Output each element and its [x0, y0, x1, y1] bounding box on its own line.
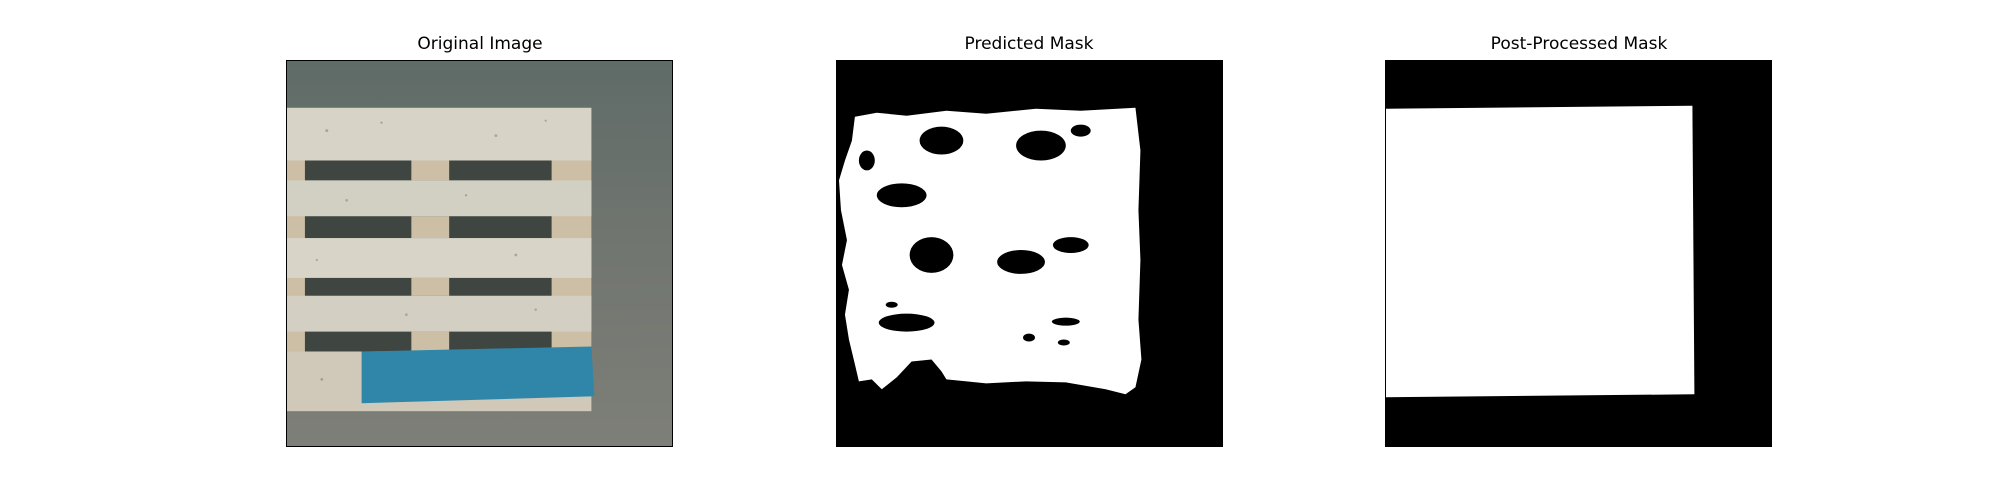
- mask-foreground: [1386, 105, 1695, 398]
- mask-hole: [909, 237, 954, 273]
- panel-title-predicted-mask: Predicted Mask: [964, 34, 1094, 54]
- mask-hole: [1016, 130, 1066, 161]
- panel-title-post-processed-mask: Post-Processed Mask: [1490, 34, 1668, 54]
- post-processed-mask-panel: [1385, 60, 1772, 447]
- blue-board: [361, 346, 595, 404]
- deck-board: [287, 295, 592, 332]
- predicted-mask-panel: [836, 60, 1223, 447]
- mask-hole: [1023, 333, 1035, 342]
- mask-hole: [885, 301, 898, 308]
- post-processed-mask: [1386, 61, 1771, 446]
- mask-hole: [997, 250, 1045, 274]
- mask-hole: [858, 150, 875, 171]
- deck-board: [287, 180, 592, 217]
- predicted-mask: [837, 61, 1222, 446]
- mask-hole: [1057, 339, 1070, 346]
- mask-foreground: [838, 107, 1142, 395]
- original-image: [287, 61, 672, 446]
- mask-hole: [876, 183, 927, 208]
- mask-hole: [878, 313, 935, 332]
- mask-hole: [1070, 124, 1091, 137]
- mask-hole: [1052, 237, 1089, 254]
- deck-board: [287, 107, 592, 161]
- deck-board: [287, 238, 592, 278]
- mask-hole: [919, 126, 964, 155]
- original-image-panel: [286, 60, 673, 447]
- mask-hole: [1051, 317, 1080, 326]
- panel-title-original-image: Original Image: [417, 34, 543, 54]
